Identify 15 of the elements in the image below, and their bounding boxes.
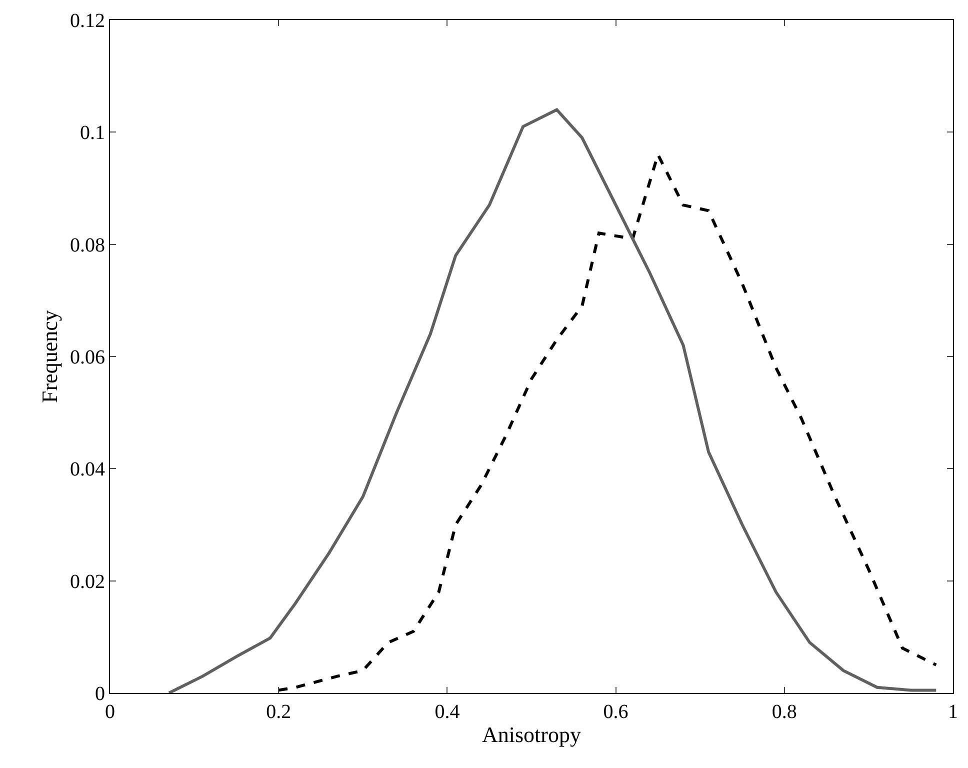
line-series xyxy=(168,108,938,693)
y-tick-label: 0 xyxy=(95,683,105,705)
x-tick-label: 0.6 xyxy=(603,701,628,723)
y-tick-label: 0.06 xyxy=(70,346,105,368)
y-axis-title: Frequency xyxy=(36,310,62,403)
y-tick-label: 0.04 xyxy=(70,458,105,481)
y-tick-label: 0.02 xyxy=(70,570,105,593)
x-tick-label: 1 xyxy=(948,701,958,723)
x-tick-label: 0.8 xyxy=(772,701,797,723)
y-tick-label: 0.12 xyxy=(70,10,105,32)
x-tick-label: 0.2 xyxy=(266,701,292,723)
x-axis-title: Anisotropy xyxy=(482,722,581,747)
y-tick-label: 0.08 xyxy=(70,234,105,256)
x-tick-label: 0.4 xyxy=(434,701,460,723)
y-tick-label: 0.1 xyxy=(80,122,105,144)
